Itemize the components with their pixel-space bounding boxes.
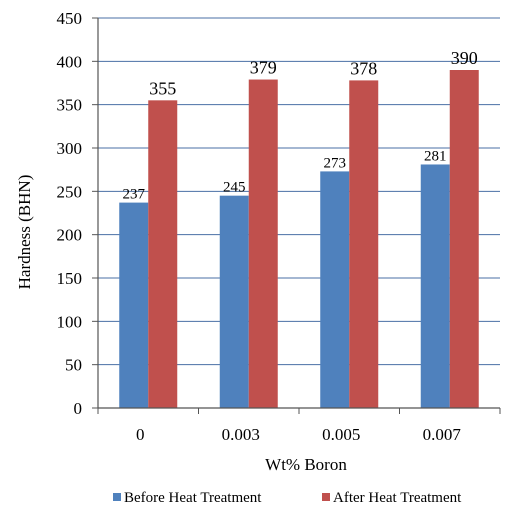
bar-before-heat-treatment bbox=[420, 164, 450, 408]
y-tick-label: 400 bbox=[57, 52, 83, 71]
data-label: 273 bbox=[324, 155, 347, 171]
bar-after-heat-treatment bbox=[148, 100, 178, 408]
bar-after-heat-treatment bbox=[449, 70, 479, 408]
axes bbox=[97, 18, 501, 414]
y-tick-label: 200 bbox=[57, 226, 83, 245]
x-tick-label: 0 bbox=[136, 425, 145, 444]
data-label: 378 bbox=[350, 58, 377, 78]
x-tick-label: 0.007 bbox=[423, 425, 462, 444]
data-label: 355 bbox=[149, 78, 176, 98]
y-axis-title: Hardness (BHN) bbox=[15, 175, 34, 290]
data-label: 379 bbox=[250, 58, 277, 78]
bar-before-heat-treatment bbox=[219, 195, 249, 408]
x-tick-labels: 0 0.003 0.005 0.007 bbox=[136, 425, 461, 444]
legend-label-after: After Heat Treatment bbox=[333, 490, 462, 506]
bar-after-heat-treatment bbox=[248, 79, 278, 409]
y-tick-label: 100 bbox=[57, 312, 83, 331]
x-axis-title: Wt% Boron bbox=[265, 455, 347, 474]
data-label: 281 bbox=[424, 148, 447, 164]
y-tick-labels: 0 50 100 150 200 250 300 350 400 450 bbox=[57, 9, 83, 418]
x-tick-label: 0.005 bbox=[322, 425, 360, 444]
y-tick-label: 300 bbox=[57, 139, 83, 158]
bar-before-heat-treatment bbox=[119, 202, 149, 408]
bar-after-heat-treatment bbox=[349, 80, 379, 409]
data-label: 390 bbox=[451, 48, 478, 68]
legend: Before Heat Treatment After Heat Treatme… bbox=[113, 490, 462, 506]
y-tick-label: 250 bbox=[57, 182, 83, 201]
legend-swatch-after bbox=[322, 493, 330, 501]
x-tick-label: 0.003 bbox=[222, 425, 260, 444]
y-tick-label: 50 bbox=[65, 356, 82, 375]
legend-label-before: Before Heat Treatment bbox=[124, 490, 262, 506]
bars bbox=[119, 70, 479, 409]
bar-before-heat-treatment bbox=[320, 171, 350, 408]
y-tick-label: 450 bbox=[57, 9, 83, 28]
data-label: 245 bbox=[223, 180, 246, 196]
y-tick-label: 150 bbox=[57, 269, 83, 288]
data-labels: 237 355 245 379 273 378 281 390 bbox=[123, 48, 478, 203]
data-label: 237 bbox=[123, 187, 146, 203]
y-tick-label: 0 bbox=[74, 399, 83, 418]
legend-swatch-before bbox=[113, 493, 121, 501]
y-tick-label: 350 bbox=[57, 96, 83, 115]
